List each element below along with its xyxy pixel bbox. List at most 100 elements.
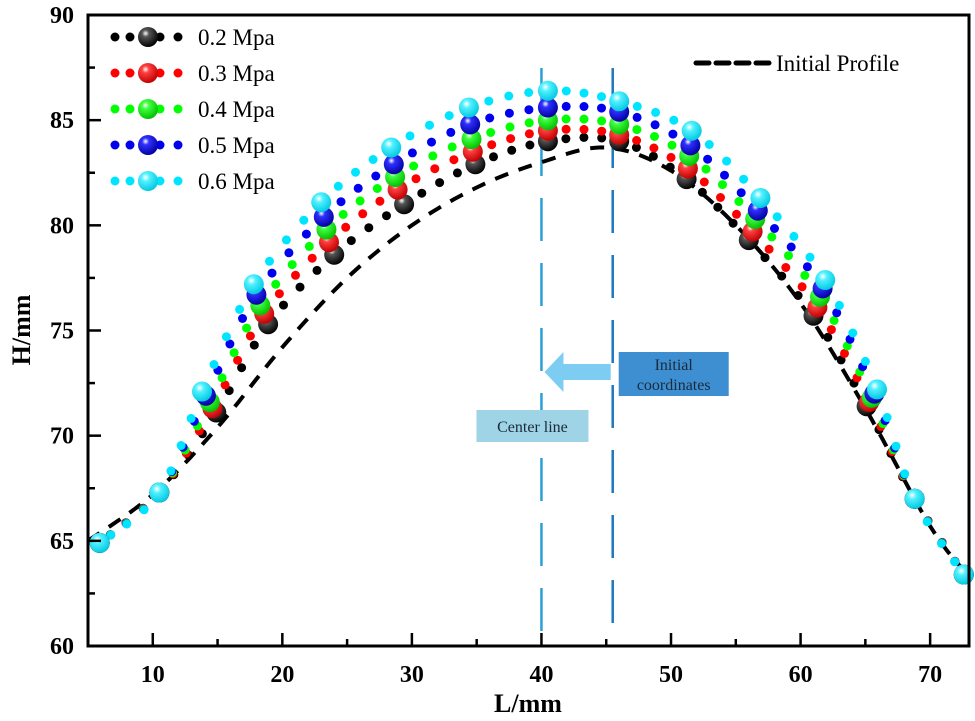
data-point [680, 135, 701, 156]
data-dot [368, 155, 378, 164]
data-dot [800, 270, 810, 280]
data-dot [781, 263, 791, 272]
x-tick-label: 70 [918, 662, 942, 688]
data-dot [504, 108, 514, 118]
data-dot [351, 167, 360, 177]
data-dot [767, 232, 777, 242]
data-dot [713, 202, 723, 212]
legend-label: 0.5 Mpa [198, 133, 275, 158]
legend-label: 0.4 Mpa [198, 97, 275, 122]
data-dot [346, 236, 356, 246]
data-point [458, 97, 479, 118]
data-point [953, 564, 974, 585]
data-dot [427, 137, 436, 147]
data-dot [665, 162, 675, 172]
data-dot [561, 134, 571, 144]
data-dot [166, 466, 176, 476]
legend-dot [173, 176, 183, 186]
data-point [311, 192, 332, 213]
initial-profile-line [86, 145, 971, 578]
data-dot [648, 151, 658, 161]
shift-arrow-icon [544, 352, 611, 392]
legend-dot [125, 140, 135, 150]
legend-marker [138, 135, 158, 155]
data-dot [524, 118, 534, 128]
legend-dot [110, 68, 120, 78]
data-dot [669, 115, 679, 125]
data-dot [504, 91, 514, 101]
data-dot [786, 242, 796, 252]
data-point [537, 80, 558, 101]
data-dot [485, 113, 495, 123]
legend-dot [173, 104, 183, 114]
legend-dot [125, 68, 135, 78]
data-dot [301, 229, 311, 239]
data-dot [364, 223, 374, 233]
legend-marker [138, 171, 158, 191]
data-point [815, 270, 836, 290]
data-dot [860, 356, 870, 366]
data-dot [524, 105, 534, 115]
data-dot [209, 360, 219, 369]
initial-coordinates-label-line1: Initial [655, 357, 694, 374]
legend-label: 0.3 Mpa [198, 61, 275, 86]
data-point [149, 482, 170, 503]
data-dot [304, 241, 314, 251]
data-dot [891, 441, 901, 451]
y-tick-label: 70 [50, 424, 74, 450]
legend-item: 0.4 Mpa [110, 97, 275, 122]
data-dot [703, 154, 713, 164]
data-dot [106, 530, 116, 540]
data-dot [770, 224, 779, 233]
data-point [460, 114, 481, 135]
data-point [461, 129, 482, 150]
data-dot [579, 102, 589, 111]
data-dot [651, 107, 661, 117]
data-dot [579, 114, 589, 124]
data-dot [409, 161, 419, 171]
data-dot [699, 177, 709, 187]
data-dot [716, 193, 725, 202]
x-tick-label: 10 [141, 662, 165, 688]
data-dot [271, 279, 281, 289]
data-point [904, 488, 925, 509]
legend: 0.2 Mpa 0.3 Mpa 0.4 Mpa 0.5 Mpa 0.6 Mpa [110, 25, 275, 194]
legend-dot [173, 140, 183, 150]
legend-dot [155, 140, 165, 150]
x-axis-title: L/mm [494, 689, 562, 718]
data-dot [229, 348, 239, 358]
legend-dot [110, 32, 120, 42]
legend-dot [110, 104, 120, 114]
data-dot [217, 373, 227, 383]
data-dot [446, 127, 456, 137]
data-dot [447, 142, 457, 152]
data-dot [950, 557, 960, 567]
legend-item: 0.3 Mpa [110, 61, 275, 86]
y-tick-label: 90 [50, 3, 74, 29]
legend-item: 0.5 Mpa [110, 133, 275, 158]
data-dot [832, 308, 842, 318]
data-dot [668, 129, 678, 139]
data-dot [267, 268, 277, 278]
data-dot [579, 132, 589, 142]
data-dot [341, 222, 351, 232]
data-point [750, 188, 771, 208]
data-dot [722, 156, 732, 166]
data-dot [407, 148, 417, 158]
legend-dot [155, 176, 165, 186]
data-dot [186, 413, 196, 423]
legend-label: 0.2 Mpa [198, 25, 275, 50]
data-dot [834, 300, 844, 310]
data-dot [718, 180, 727, 190]
data-dot [732, 209, 741, 219]
data-dot [245, 331, 255, 341]
data-dot [249, 340, 259, 350]
y-axis-title: H/mm [7, 294, 36, 365]
x-tick-label: 60 [789, 662, 813, 688]
legend-marker [138, 27, 158, 47]
legend-item: 0.2 Mpa [110, 25, 275, 50]
data-dot [922, 517, 932, 527]
x-tick-label: 50 [659, 662, 683, 688]
data-dot [597, 103, 606, 113]
data-point [381, 137, 402, 158]
